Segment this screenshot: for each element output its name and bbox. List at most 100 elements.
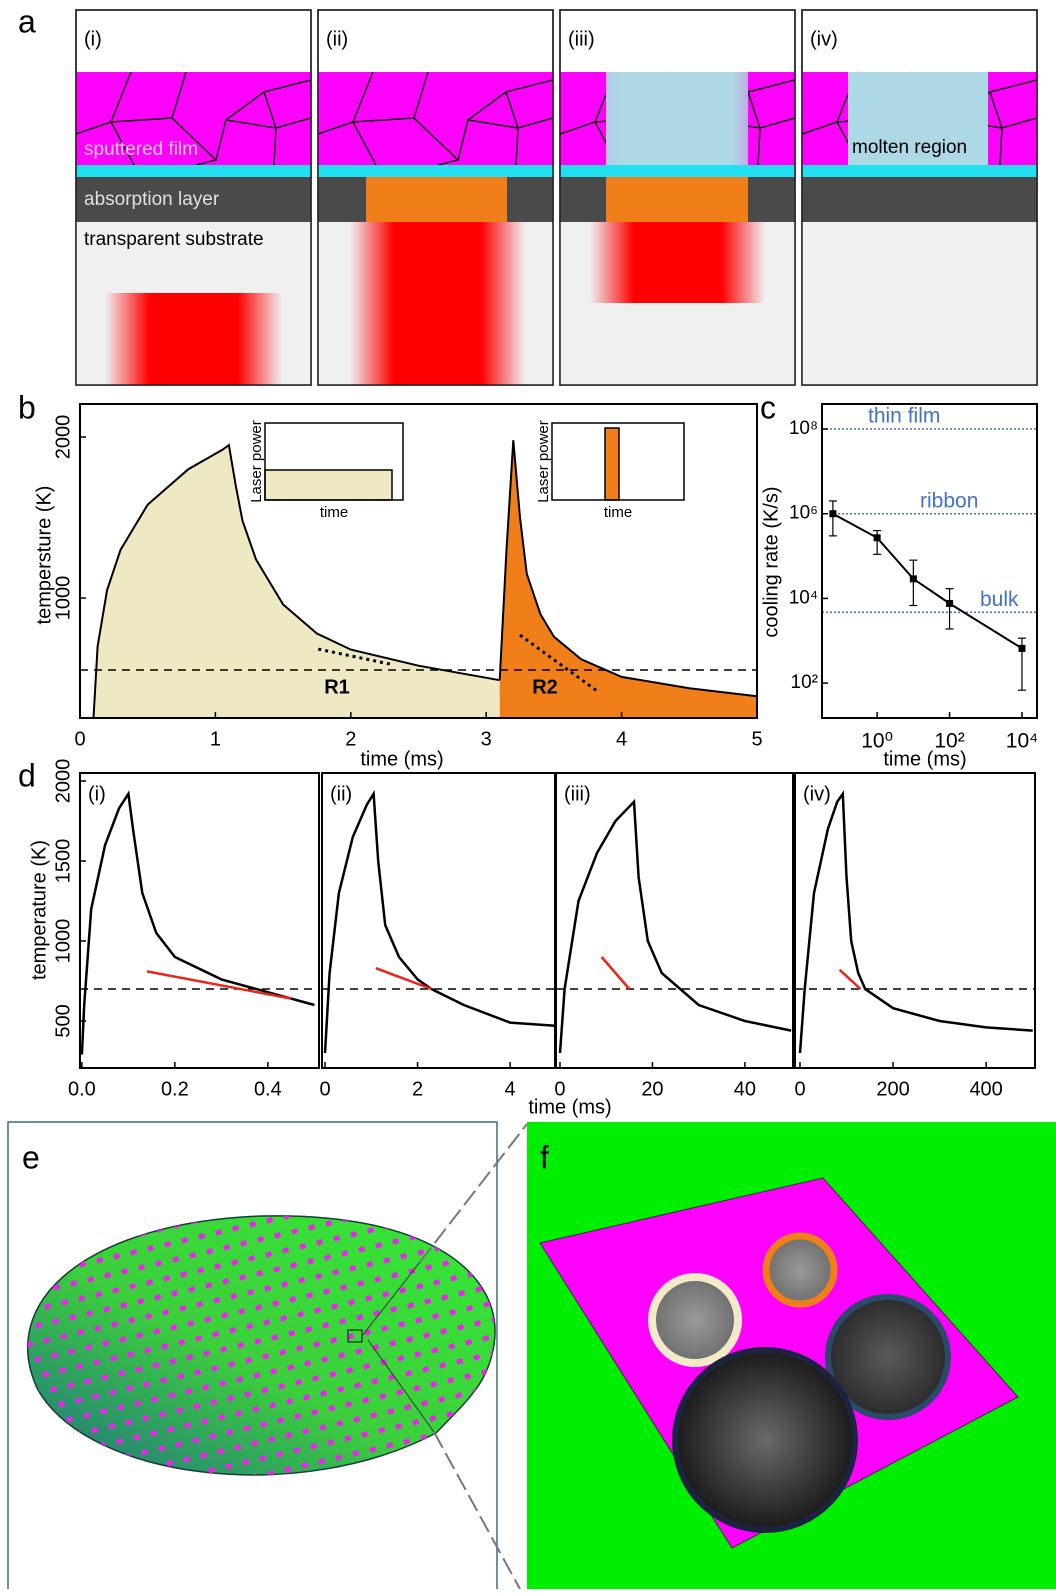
die — [352, 1449, 360, 1457]
die — [294, 1378, 303, 1386]
layer-label: molten region — [852, 137, 967, 158]
die — [262, 1352, 270, 1360]
y-tick-label: 10⁴ — [789, 587, 818, 608]
die — [441, 1293, 449, 1301]
die — [333, 1234, 341, 1242]
die — [287, 1363, 295, 1371]
die — [448, 1342, 456, 1350]
die — [319, 1389, 328, 1397]
die — [70, 1245, 79, 1253]
die — [192, 1436, 200, 1444]
layer-label: transparent substrate — [84, 229, 264, 250]
die — [214, 1228, 223, 1236]
die — [355, 1347, 363, 1355]
die — [353, 1415, 361, 1423]
die — [377, 1426, 386, 1434]
die — [200, 1417, 209, 1425]
die — [216, 1482, 223, 1489]
die — [27, 1223, 29, 1231]
die — [89, 1460, 98, 1468]
x-tick-label: 40 — [734, 1078, 756, 1100]
die — [429, 1414, 437, 1422]
die — [267, 1469, 275, 1475]
die — [273, 1265, 281, 1273]
die — [144, 1312, 153, 1320]
die — [497, 1399, 504, 1406]
die — [182, 1455, 191, 1463]
die — [253, 1337, 262, 1345]
inset-bar — [604, 427, 620, 501]
laser-beam — [350, 222, 525, 385]
die — [305, 1291, 314, 1299]
die — [217, 1413, 226, 1421]
die — [245, 1356, 253, 1364]
area-fill — [93, 445, 500, 718]
die — [27, 1408, 32, 1416]
die — [95, 1290, 103, 1298]
die — [211, 1364, 219, 1372]
die — [316, 1238, 324, 1246]
die — [226, 1394, 235, 1402]
die — [93, 1324, 102, 1332]
die — [263, 1284, 272, 1292]
die — [111, 1320, 119, 1328]
die — [482, 1334, 490, 1342]
die — [175, 1440, 183, 1448]
die — [65, 1415, 74, 1423]
die — [324, 1219, 333, 1227]
die — [313, 1306, 322, 1314]
die — [413, 1384, 421, 1392]
die — [259, 1420, 268, 1428]
die — [403, 1403, 412, 1411]
die — [237, 1307, 246, 1315]
heated-zone — [606, 177, 748, 222]
die — [116, 1403, 125, 1411]
die — [224, 1497, 231, 1504]
die — [115, 1471, 123, 1475]
die — [456, 1323, 465, 1331]
die — [42, 1370, 50, 1378]
die — [270, 1367, 278, 1375]
die — [241, 1493, 248, 1500]
die — [466, 1304, 474, 1312]
plot-frame — [821, 403, 1038, 719]
step-label: (ii) — [326, 28, 348, 50]
die — [93, 1358, 101, 1366]
inset-axis-label: Laser power — [535, 420, 552, 503]
reference-label: ribbon — [920, 489, 978, 512]
die — [50, 1351, 59, 1359]
temperature-curve — [558, 798, 792, 1054]
die — [301, 1461, 309, 1469]
die — [305, 1325, 313, 1333]
die — [300, 1209, 307, 1216]
die — [312, 1340, 321, 1348]
die — [339, 1317, 347, 1325]
y-tick-label: 2000 — [52, 759, 74, 804]
die — [242, 1424, 251, 1432]
die — [411, 1452, 419, 1460]
die — [148, 1498, 155, 1505]
die — [151, 1361, 160, 1369]
die — [383, 1256, 391, 1264]
die — [107, 1456, 115, 1464]
die — [127, 1350, 135, 1358]
die — [208, 1432, 217, 1440]
die — [154, 1293, 162, 1301]
die — [366, 1226, 375, 1234]
cooling-rate-line — [832, 512, 1023, 650]
die — [34, 1321, 43, 1329]
die — [102, 1339, 110, 1347]
die — [475, 1285, 483, 1293]
die — [182, 1490, 189, 1497]
die — [152, 1327, 161, 1335]
die — [62, 1264, 70, 1272]
panel-label: b — [18, 389, 36, 425]
die — [351, 1484, 358, 1491]
inset-axis-label: time — [604, 504, 632, 521]
die — [259, 1454, 267, 1462]
die — [163, 1240, 172, 1248]
die — [374, 1275, 382, 1283]
die — [335, 1453, 343, 1461]
laser-beam — [590, 222, 765, 303]
die — [323, 1253, 332, 1261]
